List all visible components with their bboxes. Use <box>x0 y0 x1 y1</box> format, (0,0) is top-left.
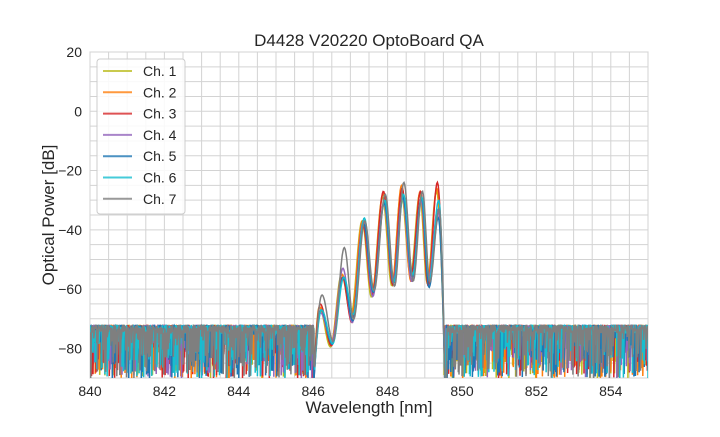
y-tick-label: 0 <box>74 103 82 119</box>
y-tick-label: −80 <box>58 340 82 356</box>
series-line-7 <box>90 181 648 378</box>
x-tick-label: 850 <box>450 383 474 399</box>
legend-box <box>96 58 186 215</box>
x-tick-label: 844 <box>227 383 251 399</box>
x-tick-label: 854 <box>599 383 623 399</box>
legend-label: Ch. 2 <box>143 84 177 100</box>
y-tick-label: −40 <box>58 222 82 238</box>
legend-label: Ch. 7 <box>143 191 177 207</box>
chart-title: D4428 V20220 OptoBoard QA <box>254 31 484 50</box>
x-tick-label: 846 <box>302 383 326 399</box>
x-axis-label: Wavelength [nm] <box>306 398 433 417</box>
legend-label: Ch. 4 <box>143 127 177 143</box>
legend-label: Ch. 3 <box>143 106 177 122</box>
x-tick-label: 848 <box>376 383 400 399</box>
x-tick-label: 842 <box>153 383 177 399</box>
x-tick-label: 852 <box>525 383 549 399</box>
y-tick-label: 20 <box>66 44 82 60</box>
y-tick-label: −60 <box>58 281 82 297</box>
legend-label: Ch. 6 <box>143 170 177 186</box>
legend-label: Ch. 5 <box>143 148 177 164</box>
legend-label: Ch. 1 <box>143 63 177 79</box>
y-tick-label: −20 <box>58 163 82 179</box>
x-tick-label: 840 <box>78 383 102 399</box>
y-axis-label: Optical Power [dB] <box>39 145 58 286</box>
